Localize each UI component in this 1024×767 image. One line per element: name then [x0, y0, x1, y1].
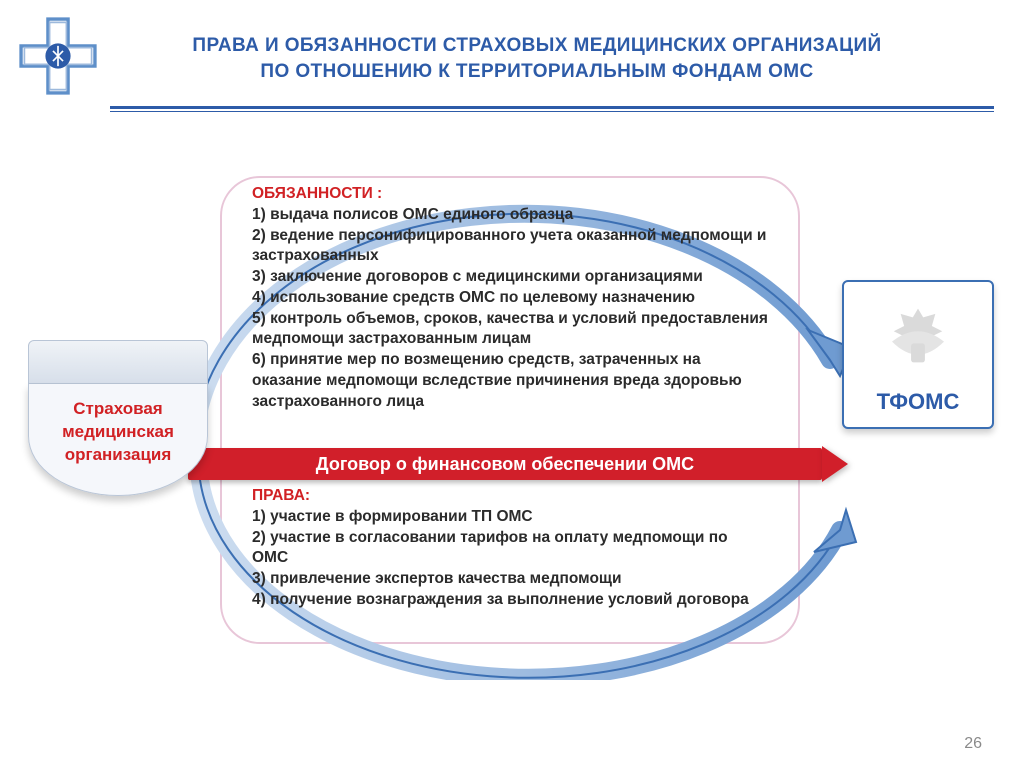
eagle-emblem-icon — [850, 300, 986, 383]
right-item: 3) привлечение экспертов качества медпом… — [252, 569, 752, 590]
obligations-header: ОБЯЗАННОСТИ : — [252, 184, 772, 205]
title-line-2: ПО ОТНОШЕНИЮ К ТЕРРИТОРИАЛЬНЫМ ФОНДАМ ОМ… — [110, 59, 964, 85]
obligation-item: 5) контроль объемов, сроков, качества и … — [252, 309, 772, 351]
smo-node: Страховая медицинская организация — [28, 340, 208, 500]
obligation-item: 2) ведение персонифицированного учета ок… — [252, 226, 772, 268]
page-number: 26 — [964, 735, 982, 753]
rights-header: ПРАВА: — [252, 486, 752, 507]
diagram-stage: ОБЯЗАННОСТИ : 1) выдача полисов ОМС един… — [0, 120, 1024, 720]
tfoms-node: ТФОМС — [842, 280, 994, 429]
title-underline — [110, 106, 994, 112]
tfoms-label: ТФОМС — [850, 389, 986, 415]
slide-title: ПРАВА И ОБЯЗАННОСТИ СТРАХОВЫХ МЕДИЦИНСКИ… — [100, 27, 994, 84]
right-item: 2) участие в согласовании тарифов на опл… — [252, 528, 752, 570]
contract-arrowhead — [822, 446, 848, 482]
obligation-item: 1) выдача полисов ОМС единого образца — [252, 205, 772, 226]
right-item: 4) получение вознаграждения за выполнени… — [252, 590, 752, 611]
obligation-item: 6) принятие мер по возмещению средств, з… — [252, 350, 772, 412]
rights-block: ПРАВА: 1) участие в формировании ТП ОМС … — [252, 486, 752, 611]
right-item: 1) участие в формировании ТП ОМС — [252, 507, 752, 528]
contract-bar: Договор о финансовом обеспечении ОМС — [188, 448, 822, 480]
smo-label-3: организация — [39, 444, 197, 467]
obligation-item: 4) использование средств ОМС по целевому… — [252, 288, 772, 309]
title-line-1: ПРАВА И ОБЯЗАННОСТИ СТРАХОВЫХ МЕДИЦИНСКИ… — [110, 33, 964, 59]
medical-cross-logo — [16, 14, 100, 98]
obligation-item: 3) заключение договоров с медицинскими о… — [252, 267, 772, 288]
smo-label-1: Страховая — [39, 398, 197, 421]
obligations-block: ОБЯЗАННОСТИ : 1) выдача полисов ОМС един… — [252, 184, 772, 412]
header: ПРАВА И ОБЯЗАННОСТИ СТРАХОВЫХ МЕДИЦИНСКИ… — [0, 0, 1024, 98]
smo-label-2: медицинская — [39, 421, 197, 444]
